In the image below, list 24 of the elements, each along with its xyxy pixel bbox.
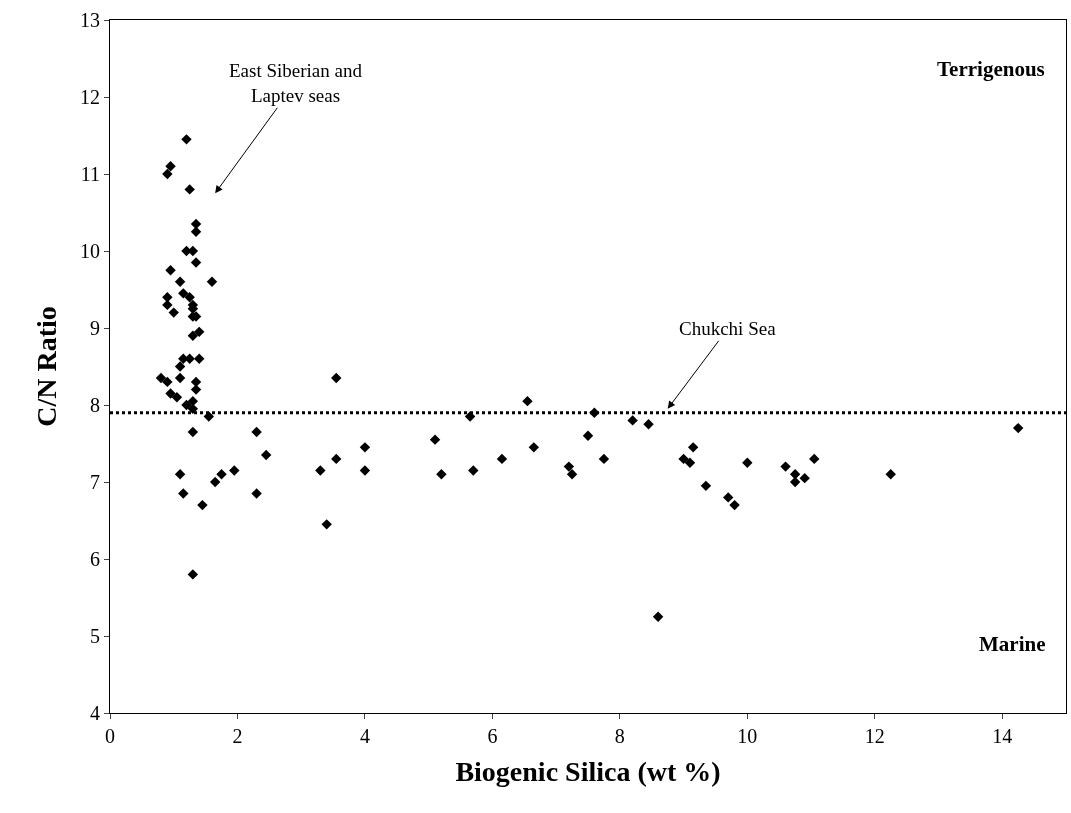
annotation: East Siberian and Laptev seas (229, 60, 363, 106)
x-axis-title: Biogenic Silica (wt %) (455, 756, 721, 788)
annotation: Marine (979, 632, 1046, 656)
y-tick-label: 5 (90, 625, 100, 647)
annotation: Chukchi Sea (679, 318, 777, 339)
x-tick-label: 12 (864, 725, 885, 747)
y-tick-label: 12 (80, 86, 100, 108)
y-tick-label: 9 (90, 317, 100, 339)
y-tick-label: 10 (80, 240, 100, 262)
y-tick-label: 13 (80, 9, 100, 31)
y-tick-label: 4 (90, 702, 100, 724)
y-tick-label: 6 (90, 548, 100, 570)
x-tick-label: 4 (359, 725, 370, 747)
x-tick-label: 8 (614, 725, 625, 747)
y-tick-label: 8 (90, 394, 100, 416)
y-axis-title: C/N Ratio (30, 306, 62, 427)
annotation: Terrigenous (937, 57, 1045, 81)
x-tick-label: 10 (737, 725, 758, 747)
x-tick-label: 2 (232, 725, 243, 747)
y-tick-label: 7 (90, 471, 100, 493)
x-tick-label: 0 (105, 725, 115, 747)
x-tick-label: 14 (992, 725, 1013, 747)
x-tick-label: 6 (487, 725, 498, 747)
y-tick-label: 11 (80, 163, 100, 185)
